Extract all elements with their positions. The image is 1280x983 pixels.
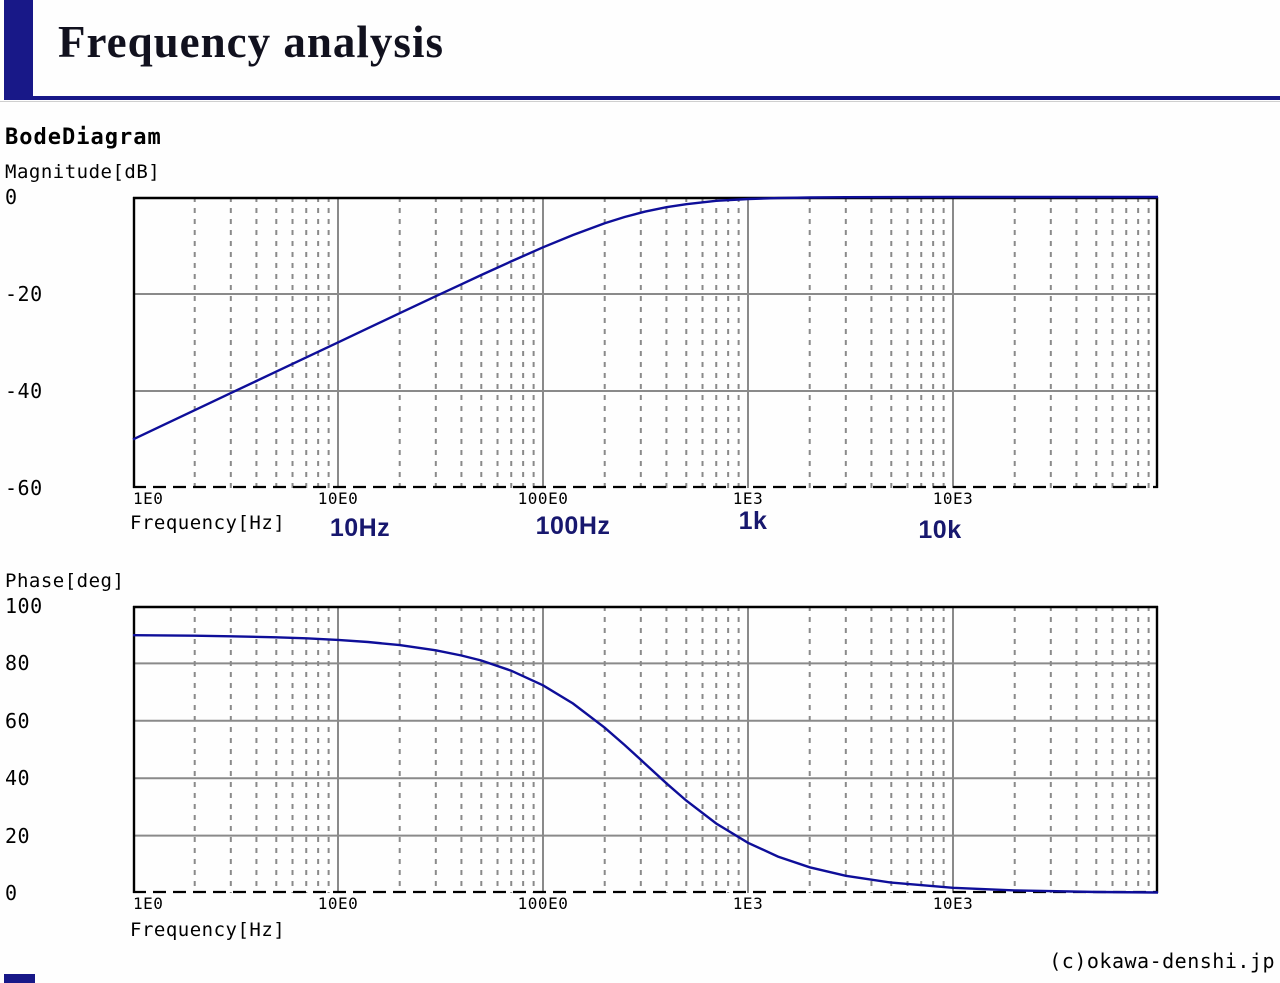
copyright-text: (c)okawa-denshi.jp bbox=[1049, 949, 1275, 973]
magnitude-y-tick-label: -20 bbox=[5, 282, 43, 306]
phase-y-tick-label: 20 bbox=[5, 823, 31, 848]
phase-y-tick-label: 60 bbox=[5, 708, 31, 733]
magnitude-y-tick-label: -40 bbox=[5, 379, 43, 403]
frequency-annotation: 100Hz bbox=[535, 512, 611, 540]
magnitude-x-tick-label: 10E0 bbox=[317, 489, 359, 508]
magnitude-y-tick-label: 0 bbox=[5, 185, 18, 209]
header-rule-shadow bbox=[0, 101, 1280, 102]
header-rule bbox=[33, 96, 1280, 100]
phase-x-tick-label: 1E3 bbox=[732, 894, 764, 913]
bode-diagram-heading: BodeDiagram bbox=[5, 125, 162, 150]
magnitude-plot-area: 0 -20 -40 -60 1E0 10E0 100E0 1E3 10E3 bbox=[5, 187, 1159, 507]
frequency-annotation: 1k bbox=[738, 507, 768, 535]
phase-curve bbox=[132, 634, 1159, 894]
magnitude-x-tick-label: 1E0 bbox=[133, 489, 164, 508]
bottom-accent-square bbox=[4, 974, 35, 983]
magnitude-x-tick-label: 100E0 bbox=[517, 489, 569, 508]
phase-y-tick-label: 100 bbox=[5, 594, 43, 618]
phase-chart-svg bbox=[132, 605, 1159, 894]
phase-x-tick-label: 10E3 bbox=[932, 894, 974, 913]
phase-axis-title: Phase[deg] bbox=[5, 570, 125, 592]
page-title: Frequency analysis bbox=[58, 17, 444, 67]
phase-y-tick-label: 40 bbox=[5, 766, 31, 791]
phase-y-tick-label: 0 bbox=[5, 881, 18, 905]
magnitude-x-axis-title: Frequency[Hz] bbox=[130, 512, 286, 534]
magnitude-y-tick-label: -60 bbox=[5, 476, 43, 500]
phase-x-axis-title: Frequency[Hz] bbox=[130, 919, 286, 941]
magnitude-x-tick-label: 10E3 bbox=[932, 489, 974, 508]
magnitude-curve bbox=[132, 195, 1158, 441]
magnitude-axis-title: Magnitude[dB] bbox=[5, 161, 161, 183]
phase-x-tick-label: 10E0 bbox=[317, 894, 359, 913]
phase-x-tick-label: 100E0 bbox=[517, 894, 569, 913]
header-accent-bar bbox=[4, 0, 33, 100]
magnitude-chart-svg bbox=[132, 195, 1159, 489]
frequency-annotation: 10Hz bbox=[329, 514, 391, 542]
frequency-annotation: 10k bbox=[918, 516, 962, 544]
phase-y-tick-label: 80 bbox=[5, 651, 31, 676]
phase-x-tick-label: 1E0 bbox=[133, 894, 164, 913]
phase-plot-area: 100 80 60 40 20 0 1E0 10E0 100E0 1E3 10E3 bbox=[5, 596, 1159, 912]
magnitude-x-tick-label: 1E3 bbox=[732, 489, 764, 508]
